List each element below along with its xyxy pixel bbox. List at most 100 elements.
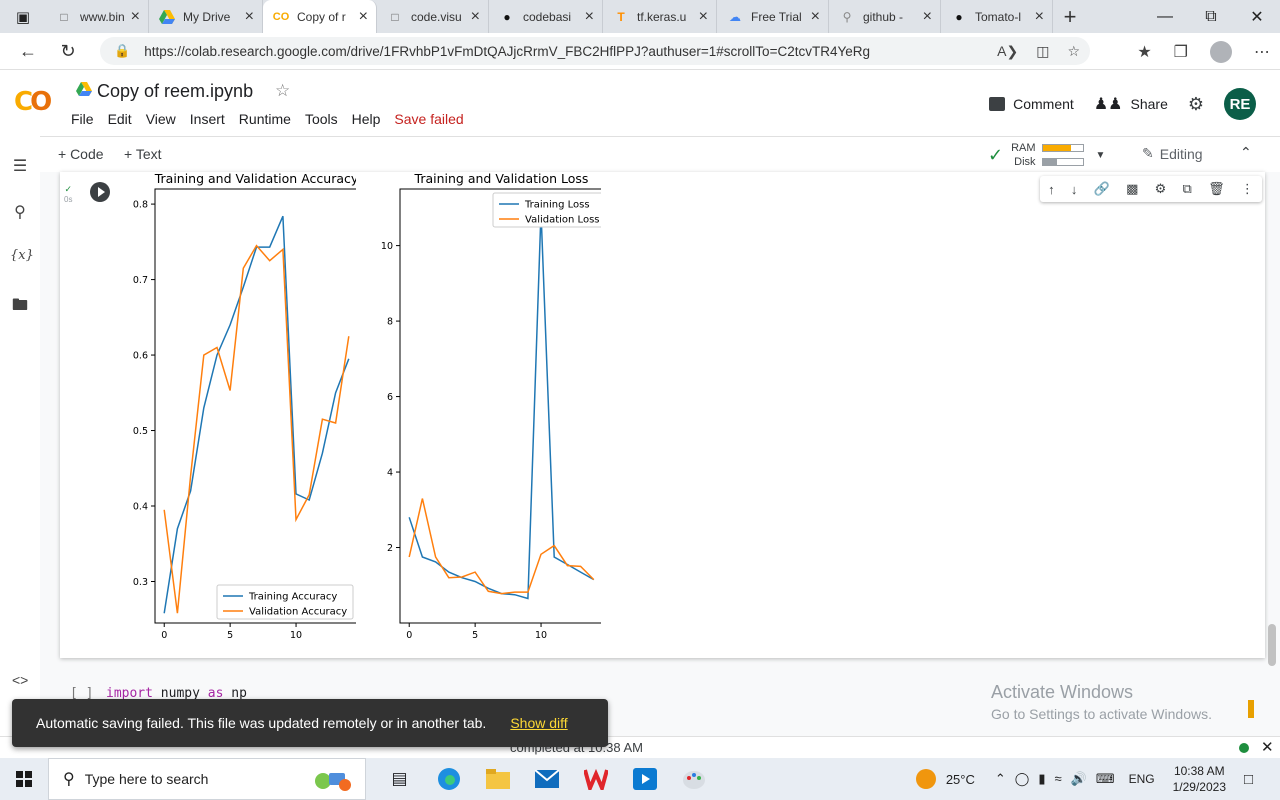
comment-button[interactable]: Comment (989, 96, 1074, 112)
menu-file[interactable]: File (71, 111, 94, 127)
mirror-cell-icon[interactable]: ⧉ (1182, 181, 1192, 196)
immersive-reader-icon[interactable]: ◫ (1036, 42, 1050, 59)
close-window-icon[interactable]: ✕ (1250, 8, 1264, 26)
read-aloud-icon[interactable]: A❯ (997, 42, 1019, 59)
menu-tools[interactable]: Tools (304, 111, 338, 127)
account-avatar[interactable]: RE (1224, 88, 1256, 120)
profile-avatar[interactable] (1210, 40, 1232, 63)
close-tab-icon[interactable]: × (358, 7, 368, 25)
meet-now-icon[interactable]: ◯ (1014, 771, 1030, 786)
chevron-up-icon[interactable]: ⌃ (1240, 144, 1252, 160)
add-favorite-icon[interactable]: ☆ (1067, 42, 1080, 59)
browser-tab[interactable]: T tf.keras.u × (603, 0, 717, 33)
input-language[interactable]: ENG (1128, 772, 1155, 786)
x-tick-label: 10 (290, 630, 302, 641)
browser-tab[interactable]: □ www.bing × (46, 0, 149, 33)
menu-insert[interactable]: Insert (189, 111, 225, 127)
browser-tab[interactable]: ☁ Free Trial × (717, 0, 829, 33)
folder-icon[interactable]: 🖿 (11, 297, 28, 314)
keyboard-icon[interactable]: ⌨ (1095, 771, 1115, 786)
scrollbar-thumb[interactable] (1268, 624, 1276, 666)
paint-icon[interactable] (676, 764, 711, 794)
notification-icon[interactable]: □ (1244, 770, 1254, 788)
tensorflow-icon: T (617, 9, 625, 24)
add-code-button[interactable]: + Code (58, 146, 104, 162)
task-view-icon[interactable]: ▤ (391, 769, 408, 788)
browser-tab-active[interactable]: CO Copy of r × (263, 0, 377, 33)
gear-icon[interactable]: ⚙ (1154, 181, 1167, 196)
favorites-icon[interactable]: ★ (1137, 43, 1152, 61)
collections-icon[interactable]: ❐ (1173, 43, 1188, 61)
browser-tab[interactable]: My Drive × (149, 0, 263, 33)
start-button[interactable] (0, 758, 48, 800)
editing-mode-button[interactable]: ✎ Editing (1142, 145, 1203, 162)
mail-icon[interactable] (529, 764, 564, 794)
connected-dot (1239, 743, 1249, 753)
volume-icon[interactable]: 🔊 (1070, 771, 1087, 786)
cell-run-bracket[interactable]: [ ] (70, 686, 94, 701)
close-tab-icon[interactable]: × (584, 7, 594, 25)
code-snippets-icon[interactable]: <> (12, 672, 29, 688)
gear-icon[interactable]: ⚙ (1187, 93, 1204, 114)
resource-monitor[interactable]: ✓ RAM Disk ▼ (988, 141, 1105, 169)
close-tab-icon[interactable]: × (810, 7, 820, 25)
comment-icon[interactable]: ▩ (1126, 181, 1139, 196)
wifi-icon[interactable]: ≈ (1054, 771, 1062, 786)
y-tick-label: 0.5 (133, 426, 148, 437)
more-vert-icon[interactable]: ⋮ (1240, 181, 1254, 196)
close-icon[interactable]: ✕ (1261, 739, 1274, 756)
code-cell[interactable]: [ ] import numpy as np (60, 676, 1265, 706)
back-icon[interactable]: ← (19, 40, 37, 61)
menu-help[interactable]: Help (351, 111, 381, 127)
edge-icon[interactable] (431, 764, 466, 794)
browser-tab[interactable]: □ code.visu × (377, 0, 489, 33)
menu-view[interactable]: View (145, 111, 176, 127)
file-explorer-icon[interactable] (480, 764, 515, 794)
close-tab-icon[interactable]: × (1034, 7, 1044, 25)
left-sidebar: ☰ ⚲ {x} 🖿 (0, 136, 40, 756)
browser-tab[interactable]: ● codebasi × (489, 0, 603, 33)
url-field[interactable]: 🔒 https://colab.research.google.com/driv… (100, 37, 1090, 65)
taskbar-search[interactable]: ⚲ Type here to search (48, 758, 366, 800)
code-line[interactable]: import numpy as np (106, 686, 247, 701)
refresh-icon[interactable]: ↻ (60, 40, 76, 61)
drive-icon[interactable] (76, 82, 92, 96)
add-text-button[interactable]: + Text (124, 146, 162, 162)
restore-icon[interactable]: ⧉ (1205, 7, 1217, 25)
move-up-icon[interactable]: ↑ (1048, 181, 1055, 197)
variables-icon[interactable]: {x} (10, 248, 34, 263)
search-icon[interactable]: ⚲ (14, 204, 26, 221)
close-tab-icon[interactable]: × (922, 7, 932, 25)
close-tab-icon[interactable]: × (698, 7, 708, 25)
close-tab-icon[interactable]: × (470, 7, 480, 25)
share-button[interactable]: ♟♟ Share (1093, 96, 1168, 113)
move-down-icon[interactable]: ↓ (1070, 181, 1078, 197)
star-icon[interactable]: ☆ (275, 81, 291, 100)
weather-widget[interactable]: 25°C (915, 769, 975, 789)
wps-office-icon[interactable] (578, 764, 613, 794)
table-of-contents-icon[interactable]: ☰ (12, 158, 28, 175)
chevron-up-icon[interactable]: ⌃ (994, 771, 1006, 786)
output-cell[interactable]: ✓ 0s ↑ ↓ 🔗 ▩ ⚙ ⧉ 🗑 ⋮ Training and Valida… (60, 172, 1265, 658)
minimize-icon[interactable]: — (1157, 7, 1173, 25)
colab-logo[interactable]: CO (14, 87, 52, 117)
chevron-down-icon[interactable]: ▼ (1095, 149, 1106, 161)
menu-runtime[interactable]: Runtime (238, 111, 291, 127)
show-diff-link[interactable]: Show diff (510, 715, 568, 731)
browser-tab[interactable]: ⚲ github - × (829, 0, 941, 33)
tab-actions-menu-icon[interactable]: ▣ (15, 8, 31, 26)
media-player-icon[interactable] (627, 764, 662, 794)
save-status[interactable]: Save failed (394, 111, 464, 127)
close-tab-icon[interactable]: × (244, 7, 254, 25)
delete-icon[interactable]: 🗑 (1208, 181, 1225, 196)
menu-edit[interactable]: Edit (107, 111, 132, 127)
close-tab-icon[interactable]: × (130, 7, 140, 25)
more-options-icon[interactable]: ⋯ (1254, 43, 1270, 61)
run-cell-button[interactable] (90, 182, 110, 202)
taskbar-clock[interactable]: 10:38 AM 1/29/2023 (1172, 764, 1226, 794)
link-icon[interactable]: 🔗 (1093, 181, 1110, 196)
battery-icon[interactable]: ▮ (1038, 771, 1046, 786)
new-tab-icon[interactable]: + (1063, 3, 1077, 29)
browser-tab[interactable]: ● Tomato-l × (941, 0, 1053, 33)
notebook-title[interactable]: Copy of reem.ipynb (97, 81, 254, 101)
